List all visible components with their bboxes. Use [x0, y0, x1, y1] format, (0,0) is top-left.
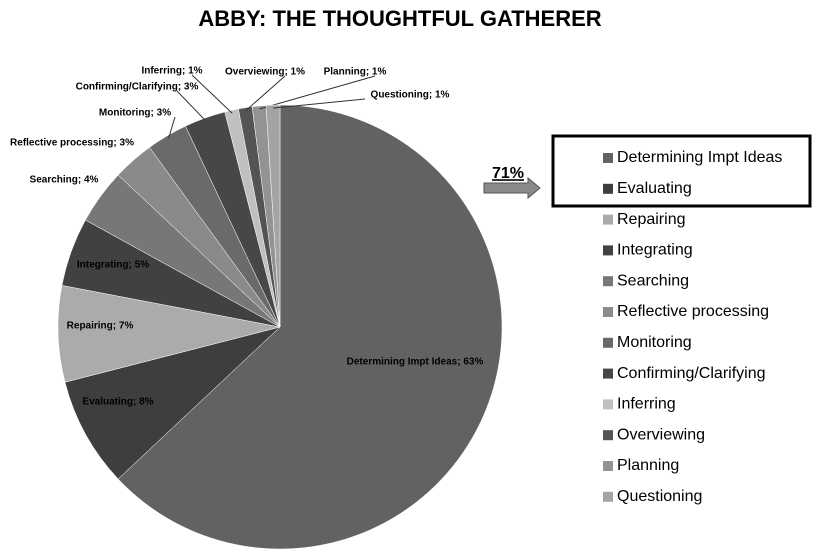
legend-swatch: [603, 368, 613, 379]
legend-label: Planning: [617, 457, 679, 474]
legend-label: Searching: [617, 272, 689, 289]
highlight-box: [551, 134, 812, 208]
legend-swatch: [603, 245, 613, 256]
data-label: Reflective processing; 3%: [10, 138, 134, 149]
legend-swatch: [603, 491, 613, 502]
leader-line: [168, 116, 176, 139]
legend-label: Questioning: [617, 488, 702, 505]
data-label: Overviewing; 1%: [225, 67, 305, 78]
legend-label: Evaluating: [617, 180, 692, 197]
data-label: Evaluating; 8%: [82, 397, 153, 408]
legend-swatch: [603, 430, 613, 441]
legend-label: Confirming/Clarifying: [617, 365, 766, 382]
legend-label: Determining Impt Ideas: [617, 149, 782, 166]
data-label: Determining Impt Ideas; 63%: [347, 357, 484, 368]
data-label: Repairing; 7%: [67, 321, 134, 332]
leader-line: [176, 90, 207, 122]
leader-line: [259, 75, 376, 110]
pie-slice: [64, 326, 281, 480]
leader-line: [273, 98, 366, 109]
legend-label: Monitoring: [617, 334, 692, 351]
data-label: Planning; 1%: [324, 67, 387, 78]
leader-line: [245, 75, 286, 112]
data-label: Questioning; 1%: [371, 90, 450, 101]
legend-label: Overviewing: [617, 426, 705, 443]
legend-swatch: [603, 183, 613, 194]
annotation: 71%: [492, 165, 524, 182]
legend-label: Inferring: [617, 396, 676, 413]
data-label: Integrating; 5%: [77, 260, 149, 271]
leader-line: [191, 74, 233, 114]
legend-label: Integrating: [617, 242, 693, 259]
legend-swatch: [603, 153, 613, 163]
legend-swatch: [603, 307, 613, 317]
data-label: Inferring; 1%: [141, 66, 202, 77]
legend-swatch: [603, 461, 613, 471]
chart-title: ABBY: THE THOUGHTFUL GATHERER: [198, 6, 601, 31]
pie-slice: [265, 104, 281, 328]
legend-swatch: [603, 276, 613, 287]
data-label: Monitoring; 3%: [99, 108, 171, 119]
data-label: Searching; 4%: [30, 175, 99, 186]
legend-swatch: [603, 214, 613, 225]
pie-slice: [117, 104, 503, 550]
legend-label: Repairing: [617, 211, 685, 228]
arrow: [483, 176, 541, 200]
data-label: Confirming/Clarifying; 3%: [76, 82, 199, 93]
legend-swatch: [603, 399, 613, 410]
legend-swatch: [603, 337, 613, 348]
legend-label: Reflective processing: [617, 303, 769, 320]
